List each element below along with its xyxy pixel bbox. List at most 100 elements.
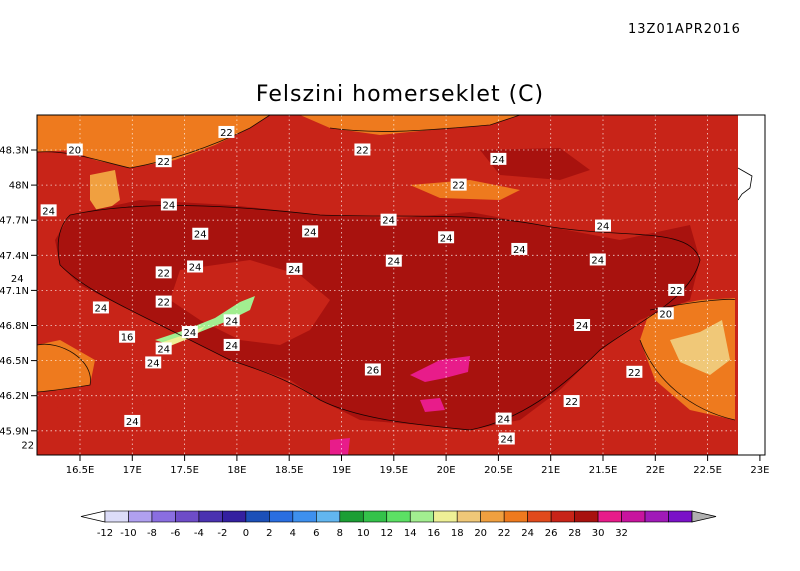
lon-tick-label: 18E	[227, 465, 246, 476]
colorbar-label: 2	[266, 528, 272, 539]
contour-label: 22	[626, 365, 643, 379]
lon-tick-label: 16.5E	[66, 465, 95, 476]
contour-label: 24	[187, 260, 204, 274]
colorbar-label: 4	[290, 528, 296, 539]
lat-tick-label: 47.7N	[0, 216, 29, 227]
contour-label: 24	[385, 254, 402, 268]
lat-tick-label: 45.9N	[0, 426, 29, 437]
colorbar-label: -12	[97, 528, 113, 539]
contour-label-text: 24	[163, 200, 176, 211]
lat-tick-label: 47.4N	[0, 251, 29, 262]
contour-label: 22	[155, 266, 172, 279]
lon-tick-label: 21E	[541, 465, 560, 476]
contour-label-text: 24	[597, 222, 610, 233]
contour-label-text: 24	[183, 328, 196, 339]
colorbar-label: 26	[545, 528, 558, 539]
colorbar-high-arrow	[691, 510, 717, 523]
contour-label: 22	[218, 125, 235, 139]
colorbar: -12 -10 -8 -6 -4 -2 0 2 4 6 8 10 12 14 16 18 20 22 24 26 28 3…	[80, 510, 717, 539]
contour-label: 24	[9, 272, 26, 285]
contour-label: 24	[490, 152, 507, 166]
colorbar-swatch	[644, 510, 669, 523]
colorbar-label: 32	[615, 528, 628, 539]
contour-label-text: 24	[387, 257, 400, 268]
contour-label-text: 16	[121, 333, 134, 344]
colorbar-swatch	[175, 510, 200, 523]
contour-label: 24	[160, 198, 177, 211]
longitude-axis: 16.5E 17E 17.5E 18E 18.5E 19E 19.5E 20E 20.5E 21E…	[66, 455, 769, 476]
contour-label: 24	[595, 219, 611, 233]
contour-label: 24	[223, 338, 240, 352]
colorbar-swatch	[621, 510, 646, 523]
contour-label: 26	[364, 363, 381, 376]
lat-tick-label: 48.3N	[0, 146, 29, 157]
colorbar-label: 30	[592, 528, 605, 539]
colorbar-label: 24	[521, 528, 534, 539]
colorbar-swatch	[668, 510, 693, 523]
contour-label: 24	[40, 204, 57, 217]
colorbar-swatch	[292, 510, 317, 523]
contour-label: 24	[438, 231, 455, 244]
contour-label-text: 24	[576, 321, 589, 332]
colorbar-swatch	[269, 510, 294, 523]
contour-label-text: 24	[225, 316, 238, 327]
contour-label: 24	[286, 262, 303, 276]
contour-label-text: 22	[157, 157, 170, 168]
contour-label-text: 22	[628, 368, 641, 379]
contour-label-text: 22	[356, 146, 369, 157]
contour-label-text: 22	[220, 128, 233, 139]
contour-labels: 22 20 22 22 24 22 24 24 24 24 24 24 24 24 22 24 22 24 24 24…	[9, 125, 685, 451]
lon-tick-label: 19.5E	[380, 465, 409, 476]
contour-label: 22	[155, 295, 172, 309]
lon-tick-label: 17E	[123, 465, 142, 476]
contour-label: 24	[589, 253, 606, 266]
colorbar-label: 16	[427, 528, 440, 539]
colorbar-label: 10	[357, 528, 370, 539]
colorbar-swatch	[104, 510, 129, 523]
contour-label-text: 26	[367, 365, 380, 376]
colorbar-swatch	[597, 510, 622, 523]
contour-label-text: 22	[157, 298, 170, 309]
contour-label-text: 24	[497, 415, 510, 426]
contour-label: 22	[668, 283, 685, 297]
lat-tick-label: 47.1N	[0, 286, 29, 297]
contour-label-text: 22	[452, 181, 465, 192]
contour-label-text: 24	[382, 216, 395, 227]
contour-label-text: 24	[225, 341, 238, 352]
colorbar-label: 0	[243, 528, 249, 539]
contour-label: 24	[92, 301, 109, 314]
lon-tick-label: 20E	[437, 465, 456, 476]
contour-label: 20	[657, 307, 674, 320]
colorbar-label: -2	[217, 528, 227, 539]
contour-label: 24	[498, 432, 515, 445]
colorbar-label: 8	[337, 528, 343, 539]
colorbar-swatch	[550, 510, 575, 523]
lat-tick-label: 46.2N	[0, 391, 29, 402]
contour-label-text: 24	[500, 434, 513, 445]
lon-tick-label: 22.5E	[693, 465, 722, 476]
temperature-field	[37, 115, 765, 455]
colorbar-label: -4	[194, 528, 204, 539]
contour-label-text: 20	[68, 146, 81, 157]
colorbar-label: 28	[568, 528, 581, 539]
contour-label: 24	[511, 242, 528, 256]
contour-label: 24	[495, 412, 512, 426]
contour-label-text: 24	[513, 245, 526, 256]
colorbar-swatch	[456, 510, 481, 523]
contour-label-text: 24	[126, 417, 139, 428]
contour-label-text: 24	[194, 230, 207, 241]
lat-tick-label: 46.5N	[0, 356, 29, 367]
contour-label-text: 22	[21, 440, 34, 451]
contour-label: 24	[155, 342, 172, 355]
contour-label-text: 24	[288, 265, 301, 276]
colorbar-swatch	[339, 510, 364, 523]
contour-label-text: 24	[157, 344, 170, 355]
contour-label: 22	[19, 438, 36, 451]
colorbar-label: 6	[313, 528, 319, 539]
colorbar-swatch	[480, 510, 505, 523]
lon-tick-label: 20.5E	[484, 465, 513, 476]
colorbar-swatch	[222, 510, 247, 523]
lon-tick-label: 18.5E	[275, 465, 304, 476]
colorbar-label: 22	[498, 528, 511, 539]
